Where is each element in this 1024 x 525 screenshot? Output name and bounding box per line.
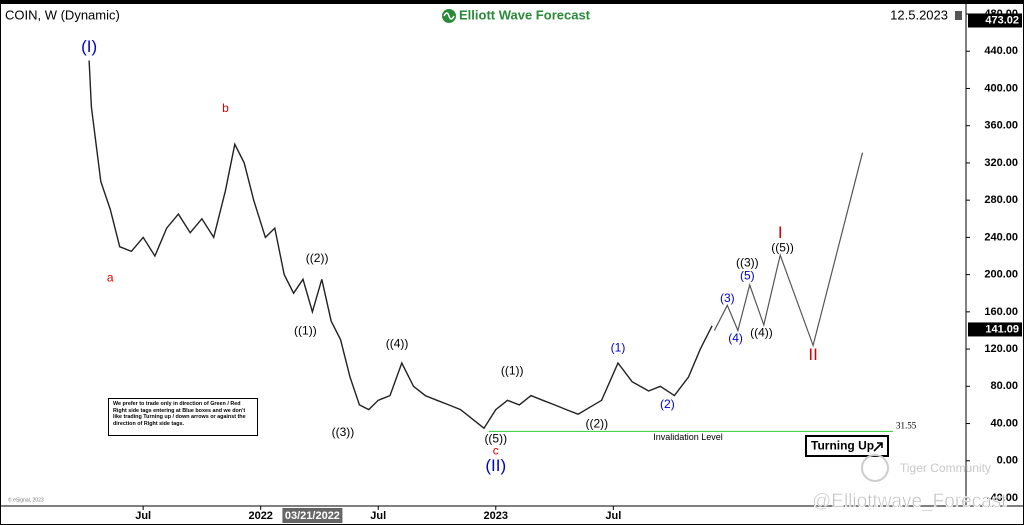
- wave-label: I: [778, 223, 783, 242]
- wave-label: II: [808, 345, 817, 364]
- price-marker-label: 141.09: [985, 323, 1019, 335]
- wave-label: (1): [611, 340, 626, 354]
- wave-label: (I): [81, 37, 97, 56]
- price-marker-label: 473.02: [985, 14, 1019, 26]
- icon: [955, 11, 962, 20]
- crosshair-box: [282, 508, 343, 523]
- x-tick-label: Jul: [135, 510, 151, 522]
- date: 12.5.2023: [890, 7, 948, 22]
- wave-label: ((2)): [586, 417, 609, 431]
- turning-up-text: Turning Up: [811, 439, 874, 453]
- crosshair-label: 03/21/2022: [285, 510, 340, 522]
- wave-label: a: [107, 271, 114, 285]
- price-marker-box: [968, 13, 1022, 28]
- wave-label: ((4)): [750, 325, 773, 339]
- y-tick-label: -40.00: [987, 492, 1018, 504]
- x-tick-label: 2023: [484, 510, 508, 522]
- note: We prefer to trade only in direction of …: [108, 398, 258, 436]
- turning-up-arrow: [873, 442, 883, 452]
- y-tick-label: 40.00: [990, 417, 1018, 429]
- top-bar: [0, 0, 1024, 4]
- turning-up-box: [805, 435, 889, 457]
- watermark: Tiger Community: [900, 461, 991, 475]
- y-tick-label: 280.00: [984, 194, 1018, 206]
- brand-name: Elliott Wave Forecast: [459, 7, 591, 22]
- y-tick-label: 360.00: [984, 120, 1018, 132]
- wave-label: (4): [728, 331, 743, 345]
- projection-line: [713, 152, 864, 348]
- watermark-icon: [861, 454, 889, 482]
- wave-label: ((1)): [294, 324, 317, 338]
- wave-label: b: [222, 101, 229, 115]
- x-tick-label: Jul: [605, 510, 621, 522]
- invalidation-value: 31.55: [896, 420, 917, 430]
- source: © eSignal, 2023: [8, 496, 44, 503]
- y-tick-label: 200.00: [984, 269, 1018, 281]
- y-tick-label: 400.00: [984, 82, 1018, 94]
- wave-label: (2): [660, 397, 675, 411]
- y-tick-label: 240.00: [984, 231, 1018, 243]
- wave-label: (3): [720, 291, 735, 305]
- wave-label: ((2)): [306, 251, 329, 265]
- x-tick-label: 2022: [248, 510, 272, 522]
- y-tick-label: 120.00: [984, 343, 1018, 355]
- wave-label: ((5)): [771, 241, 794, 255]
- invalidation-text: Invalidation Level: [653, 432, 723, 442]
- x-tick-label: Jul: [370, 510, 386, 522]
- wave-label: ((3)): [736, 256, 759, 270]
- wave-label: (II): [485, 456, 506, 475]
- y-tick-label: 320.00: [984, 157, 1018, 169]
- wave-label: ((1)): [501, 364, 524, 378]
- wave-label: c: [493, 444, 499, 458]
- wave-label: ((3)): [332, 425, 355, 439]
- brand-logo: [442, 9, 456, 23]
- y-tick-label: 440.00: [984, 45, 1018, 57]
- y-tick-label: 80.00: [990, 380, 1018, 392]
- wave-label: ((5)): [484, 432, 507, 446]
- y-tick-label: 0.00: [997, 455, 1018, 467]
- price-marker-box: [968, 322, 1022, 337]
- price-line: [88, 60, 713, 430]
- chart-title: COIN, W (Dynamic): [5, 7, 120, 22]
- wave-label: (5): [740, 269, 755, 283]
- y-tick-label: 160.00: [984, 306, 1018, 318]
- handle: @Elliottwave_Forecast: [812, 491, 1007, 512]
- wave-label: ((4)): [386, 337, 409, 351]
